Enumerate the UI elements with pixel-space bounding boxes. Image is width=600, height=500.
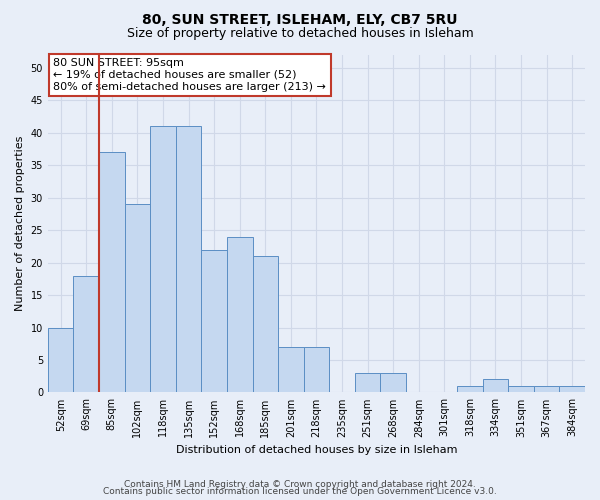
Bar xyxy=(176,126,202,392)
Bar xyxy=(125,204,150,392)
Bar xyxy=(457,386,482,392)
Bar xyxy=(99,152,125,392)
Bar xyxy=(227,236,253,392)
Text: Contains public sector information licensed under the Open Government Licence v3: Contains public sector information licen… xyxy=(103,488,497,496)
Bar xyxy=(253,256,278,392)
Bar xyxy=(150,126,176,392)
Bar xyxy=(202,250,227,392)
Bar xyxy=(380,373,406,392)
X-axis label: Distribution of detached houses by size in Isleham: Distribution of detached houses by size … xyxy=(176,445,457,455)
Bar xyxy=(48,328,73,392)
Bar xyxy=(534,386,559,392)
Bar xyxy=(508,386,534,392)
Bar xyxy=(304,347,329,393)
Text: 80 SUN STREET: 95sqm
← 19% of detached houses are smaller (52)
80% of semi-detac: 80 SUN STREET: 95sqm ← 19% of detached h… xyxy=(53,58,326,92)
Bar xyxy=(482,380,508,392)
Text: Contains HM Land Registry data © Crown copyright and database right 2024.: Contains HM Land Registry data © Crown c… xyxy=(124,480,476,489)
Bar xyxy=(73,276,99,392)
Y-axis label: Number of detached properties: Number of detached properties xyxy=(15,136,25,312)
Bar xyxy=(278,347,304,393)
Text: Size of property relative to detached houses in Isleham: Size of property relative to detached ho… xyxy=(127,28,473,40)
Bar xyxy=(559,386,585,392)
Text: 80, SUN STREET, ISLEHAM, ELY, CB7 5RU: 80, SUN STREET, ISLEHAM, ELY, CB7 5RU xyxy=(142,12,458,26)
Bar xyxy=(355,373,380,392)
